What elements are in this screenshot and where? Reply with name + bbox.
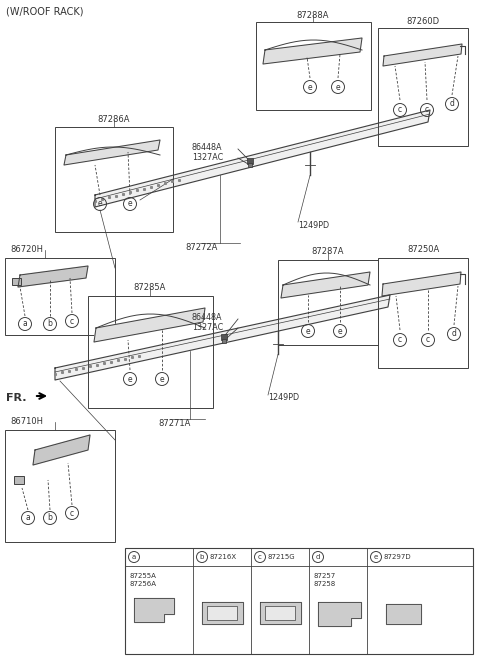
Text: 87297D: 87297D (384, 554, 412, 560)
Text: 87285A: 87285A (134, 284, 166, 292)
Text: 87288A: 87288A (297, 11, 329, 19)
Bar (256, 22, 371, 110)
Bar (5, 258, 115, 335)
Polygon shape (382, 272, 461, 296)
Polygon shape (263, 38, 362, 64)
Text: 87215G: 87215G (268, 554, 296, 560)
Text: e: e (128, 374, 132, 384)
Polygon shape (33, 435, 90, 465)
Text: e: e (308, 83, 312, 91)
Text: a: a (132, 554, 136, 560)
Polygon shape (134, 598, 174, 622)
Text: 1249PD: 1249PD (298, 220, 329, 230)
Bar (14, 476, 24, 484)
Text: e: e (160, 374, 164, 384)
Bar (12, 278, 21, 285)
Bar (88, 296, 213, 408)
Polygon shape (64, 140, 160, 165)
Text: 87255A: 87255A (129, 573, 156, 579)
Text: b: b (48, 320, 52, 328)
Text: 87260D: 87260D (407, 17, 440, 25)
Text: c: c (426, 336, 430, 344)
Text: 1249PD: 1249PD (268, 394, 299, 402)
Polygon shape (94, 308, 205, 342)
Text: 87286A: 87286A (98, 115, 130, 125)
Text: e: e (338, 326, 342, 336)
Text: FR.: FR. (6, 393, 26, 403)
Bar (55, 127, 173, 232)
Text: d: d (316, 554, 320, 560)
Text: c: c (70, 509, 74, 517)
Bar (207, 606, 237, 620)
Polygon shape (55, 295, 390, 380)
Text: (W/ROOF RACK): (W/ROOF RACK) (6, 7, 84, 17)
Polygon shape (202, 602, 243, 624)
Text: 87250A: 87250A (407, 246, 439, 254)
Text: 87287A: 87287A (312, 248, 344, 256)
Text: e: e (128, 200, 132, 208)
Text: a: a (23, 320, 27, 328)
Text: 86448A: 86448A (192, 314, 223, 322)
Text: e: e (374, 554, 378, 560)
Text: c: c (398, 336, 402, 344)
Bar (265, 606, 295, 620)
Text: 87256A: 87256A (129, 581, 156, 587)
Text: 1327AC: 1327AC (192, 322, 223, 332)
Text: e: e (98, 200, 102, 208)
Text: c: c (398, 105, 402, 115)
Text: 87258: 87258 (313, 581, 335, 587)
Text: 86448A: 86448A (192, 143, 223, 153)
Polygon shape (383, 44, 462, 66)
Bar (5, 430, 115, 542)
Text: c: c (425, 105, 429, 115)
Polygon shape (281, 272, 370, 298)
Text: c: c (70, 316, 74, 326)
Polygon shape (318, 602, 361, 626)
Text: 86710H: 86710H (10, 418, 43, 426)
Polygon shape (95, 110, 430, 207)
Text: 87271A: 87271A (158, 418, 191, 428)
Text: a: a (25, 513, 30, 523)
Polygon shape (18, 266, 88, 287)
Text: 87257: 87257 (313, 573, 335, 579)
Text: 1327AC: 1327AC (192, 153, 223, 161)
Bar (378, 28, 468, 146)
Bar (278, 260, 378, 345)
Text: d: d (450, 99, 455, 109)
Text: c: c (258, 554, 262, 560)
Text: 86720H: 86720H (10, 246, 43, 254)
Text: 87216X: 87216X (210, 554, 237, 560)
Text: d: d (452, 330, 456, 338)
Polygon shape (386, 604, 421, 624)
Text: b: b (200, 554, 204, 560)
Bar (378, 258, 468, 368)
Text: 87272A: 87272A (185, 244, 217, 252)
Text: e: e (336, 83, 340, 91)
Bar (125, 548, 473, 654)
Polygon shape (260, 602, 301, 624)
Text: b: b (48, 513, 52, 523)
Text: e: e (306, 326, 310, 336)
